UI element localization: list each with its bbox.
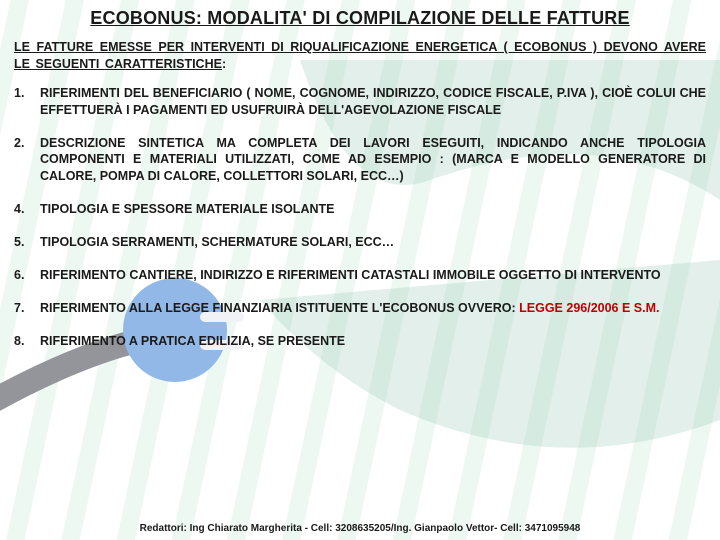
intro-text: LE FATTURE EMESSE PER INTERVENTI DI RIQU… [14,40,706,71]
item-text: RIFERIMENTI DEL BENEFICIARIO ( NOME, COG… [40,86,706,117]
item-number: 7. [14,300,24,317]
footer-text: Redattori: Ing Chiarato Margherita - Cel… [0,523,720,534]
list-item: 5. TIPOLOGIA SERRAMENTI, SCHERMATURE SOLA… [14,234,706,251]
item-number: 1. [14,85,24,102]
list-item: 1. RIFERIMENTI DEL BENEFICIARIO ( NOME, C… [14,85,706,119]
list-item: 8. RIFERIMENTO A PRATICA EDILIZIA, SE PRE… [14,333,706,350]
item-number: 2. [14,135,24,152]
item-text: TIPOLOGIA E SPESSORE MATERIALE ISOLANTE [40,202,334,216]
item-number: 4. [14,201,24,218]
items-list: 1. RIFERIMENTI DEL BENEFICIARIO ( NOME, C… [14,85,706,350]
slide-title: ECOBONUS: MODALITA' DI COMPILAZIONE DELL… [14,8,706,29]
item-text: RIFERIMENTO A PRATICA EDILIZIA, SE PRESE… [40,334,345,348]
item-text: TIPOLOGIA SERRAMENTI, SCHERMATURE SOLARI… [40,235,394,249]
item-text: RIFERIMENTO CANTIERE, INDIRIZZO E RIFERI… [40,268,661,282]
intro-suffix: : [222,56,226,73]
item-text: DESCRIZIONE SINTETICA MA COMPLETA DEI LA… [40,136,706,184]
item-number: 8. [14,333,24,350]
list-item: 4. TIPOLOGIA E SPESSORE MATERIALE ISOLANT… [14,201,706,218]
slide-content: ECOBONUS: MODALITA' DI COMPILAZIONE DELL… [0,0,720,350]
item-number: 6. [14,267,24,284]
list-item: 7. RIFERIMENTO ALLA LEGGE FINANZIARIA IST… [14,300,706,317]
intro-paragraph: LE FATTURE EMESSE PER INTERVENTI DI RIQU… [14,39,706,73]
item-text-highlight: LEGGE 296/2006 E S.M. [519,301,659,315]
list-item: 6. RIFERIMENTO CANTIERE, INDIRIZZO E RIFE… [14,267,706,284]
list-item: 2. DESCRIZIONE SINTETICA MA COMPLETA DEI … [14,135,706,186]
item-text: RIFERIMENTO ALLA LEGGE FINANZIARIA ISTIT… [40,301,519,315]
item-number: 5. [14,234,24,251]
